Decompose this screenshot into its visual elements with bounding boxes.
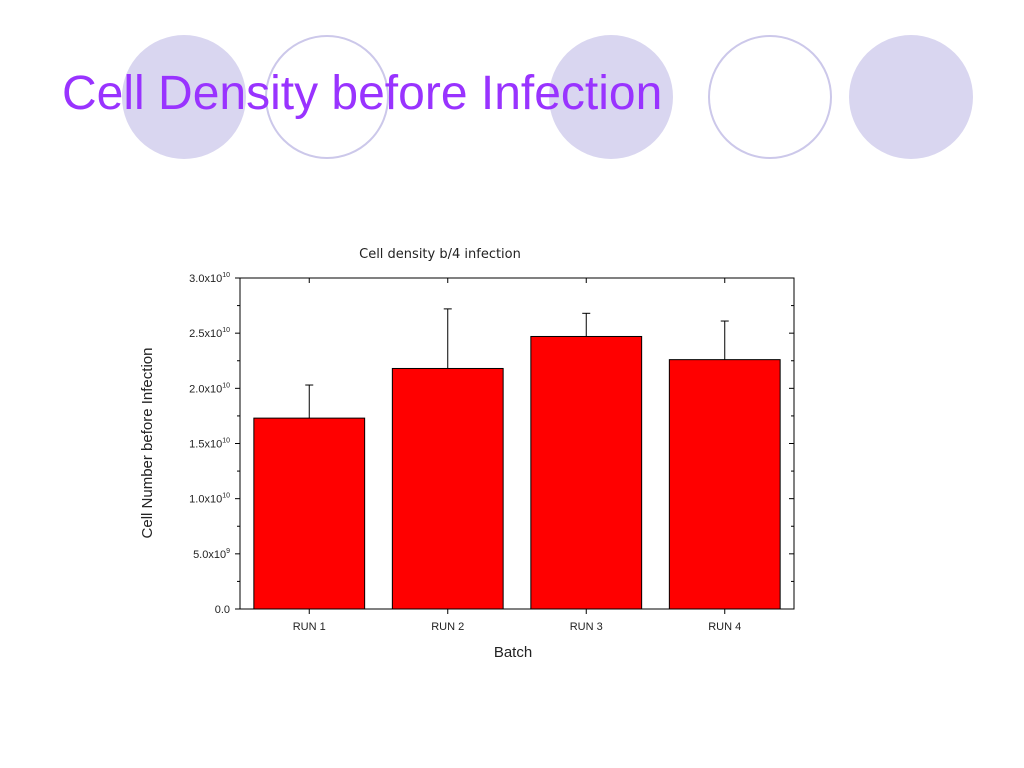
y-tick-label: 2.5x1010 [189, 327, 230, 340]
decor-filled-circle-3 [849, 35, 973, 159]
y-tick-label: 1.0x1010 [189, 493, 230, 506]
bar [530, 335, 643, 610]
y-tick-label: 5.0x109 [193, 548, 230, 561]
x-tick-label: RUN 3 [570, 621, 603, 633]
y-tick-label: 1.5x1010 [189, 438, 230, 451]
bar-chart: Cell density b/4 infection Batch Cell Nu… [139, 247, 795, 661]
x-tick-label: RUN 4 [708, 621, 741, 633]
x-axis-label: Batch [494, 644, 532, 661]
decor-ring-circle-2 [708, 35, 832, 159]
decorative-circles [122, 35, 973, 159]
decor-filled-circle-1 [122, 35, 246, 159]
decor-filled-circle-2 [549, 35, 673, 159]
y-tick-label: 2.0x1010 [189, 382, 230, 395]
chart-title: Cell density b/4 infection [359, 247, 521, 262]
bar [253, 417, 366, 610]
y-axis-label: Cell Number before Infection [139, 348, 156, 539]
y-tick-label: 0.0 [215, 604, 230, 616]
x-tick-label: RUN 2 [431, 621, 464, 633]
slide-title: Cell Density before Infection [62, 67, 663, 120]
y-tick-label: 3.0x1010 [189, 272, 230, 285]
decor-ring-circle-1 [265, 35, 389, 159]
x-tick-label: RUN 1 [293, 621, 326, 633]
plot-area: 0.0 5.0x109 1.0x1010 1.5x1010 2.0x1010 2.5x10… [189, 272, 795, 633]
bar [391, 367, 504, 610]
bar [668, 359, 781, 610]
